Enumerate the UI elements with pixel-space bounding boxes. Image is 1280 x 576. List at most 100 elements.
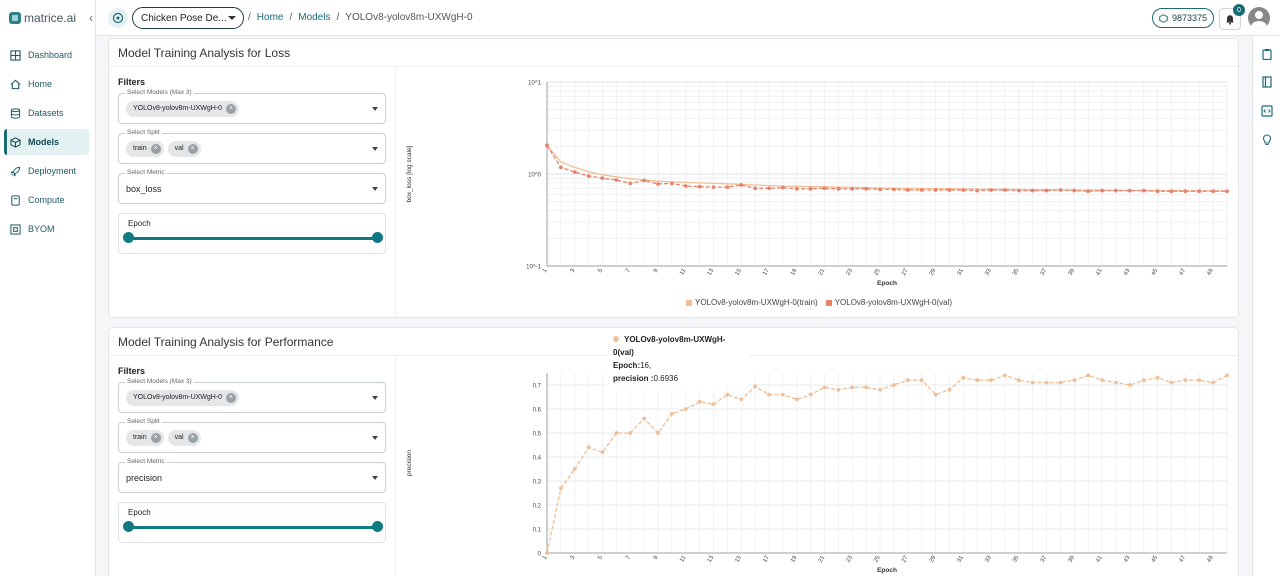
breadcrumb-current: YOLOv8-yolov8m-UXWgH-0 (345, 12, 473, 23)
project-select[interactable]: Chicken Pose De... (132, 7, 244, 29)
sidebar-item-home[interactable]: Home (4, 71, 89, 97)
sidebar-item-label: Models (28, 137, 60, 147)
lightbulb-icon[interactable] (1261, 134, 1273, 146)
legend-item-val[interactable]: YOLOv8-yolov8m-UXWgH-0(val) (825, 298, 952, 307)
epoch-slider-max-thumb[interactable] (372, 232, 383, 243)
epoch-slider-min-thumb[interactable] (123, 232, 134, 243)
x-tick-label: 45 (1151, 554, 1160, 563)
data-point (1058, 380, 1063, 385)
credits-icon (1159, 13, 1168, 23)
y-tick-label: 0.5 (533, 432, 542, 438)
x-tick-label: 7 (625, 554, 632, 560)
legend-item-train[interactable]: YOLOv8-yolov8m-UXWgH-0(train) (686, 298, 818, 307)
remove-chip-icon[interactable]: × (150, 143, 161, 154)
remove-chip-icon[interactable]: × (187, 432, 198, 443)
tooltip-epoch-label: Epoch: (613, 361, 641, 370)
data-point (933, 188, 938, 192)
remove-chip-icon[interactable]: × (187, 143, 198, 154)
select-split-field[interactable]: Select Split train × val × (118, 418, 386, 453)
brand-name: matrice.ai (24, 11, 77, 25)
collapse-sidebar-icon[interactable]: ‹ (89, 11, 94, 25)
chip-label: val (174, 434, 184, 441)
data-point (989, 378, 993, 383)
sidebar-item-label: Deployment (28, 166, 77, 176)
x-tick-label: 31 (957, 267, 966, 276)
tooltip-series: YOLOv8-yolov8m-UXWgH-0(val) (613, 333, 743, 359)
data-point (753, 384, 758, 389)
epoch-slider-track[interactable] (128, 237, 377, 240)
x-tick-label: 13 (707, 267, 716, 276)
breadcrumb-models[interactable]: Models (298, 12, 331, 23)
data-point (1127, 383, 1132, 387)
x-tick-label: 21 (818, 267, 827, 276)
remove-chip-icon[interactable]: × (150, 432, 161, 443)
sidebar-item-dashboard[interactable]: Dashboard (4, 42, 89, 68)
sidebar-item-byom[interactable]: BYOM (4, 216, 89, 242)
split-chip-train: train × (126, 140, 164, 157)
select-split-field[interactable]: Select Split train × val × (118, 129, 386, 164)
x-tick-label: 13 (707, 554, 716, 563)
data-point (975, 378, 980, 383)
breadcrumb-home[interactable]: Home (256, 12, 284, 23)
user-avatar[interactable] (1248, 7, 1270, 29)
epoch-slider-max-thumb[interactable] (372, 521, 383, 532)
x-tick-label: 23 (845, 267, 854, 276)
matrice-logo-icon (9, 12, 21, 24)
code-icon[interactable] (1261, 105, 1273, 117)
data-point (669, 181, 674, 186)
data-point (1003, 373, 1007, 378)
data-point (725, 392, 730, 397)
credits-value: 9873375 (1171, 13, 1208, 23)
data-point (1225, 189, 1229, 194)
x-tick-label: 27 (901, 554, 910, 563)
credits-badge[interactable]: 9873375 (1152, 8, 1214, 28)
select-models-field[interactable]: Select Models (Max 3) YOLOv8-yolov8m-UXW… (118, 378, 386, 413)
breadcrumb: / Home / Models / YOLOv8-yolov8m-UXWgH-0 (248, 12, 473, 23)
x-tick-label: 25 (873, 267, 882, 276)
remove-chip-icon[interactable]: × (226, 103, 237, 114)
loss-analysis-panel: Model Training Analysis for Loss Filters… (108, 38, 1239, 318)
data-point (947, 387, 952, 392)
sidebar-item-compute[interactable]: Compute (4, 187, 89, 213)
x-tick-label: 11 (679, 554, 688, 563)
data-point (1211, 189, 1216, 194)
loss-chart: 10^110^010^-11 3 5 7 9 11 13 15 17 19 21 23 25 27 29 31… (406, 81, 1229, 287)
epoch-label: Epoch (128, 508, 151, 517)
data-point (1225, 373, 1229, 378)
data-point (711, 185, 716, 190)
x-tick-label: 19 (790, 554, 799, 563)
y-axis-label: box_loss [log scale] (406, 145, 413, 202)
field-label: Select Models (Max 3) (125, 89, 194, 96)
remove-chip-icon[interactable]: × (226, 392, 237, 403)
home-icon (10, 79, 21, 90)
data-point (822, 186, 827, 191)
metric-value: precision (126, 472, 163, 483)
chevron-down-icon (372, 147, 378, 151)
select-models-field[interactable]: Select Models (Max 3) YOLOv8-yolov8m-UXW… (118, 89, 386, 124)
legend-swatch (686, 299, 692, 306)
x-tick-label: 37 (1040, 554, 1049, 563)
x-tick-label: 25 (873, 554, 882, 563)
select-metric-field[interactable]: Select Metric precision (118, 458, 386, 493)
data-point (1141, 188, 1146, 193)
clipboard-icon[interactable] (1261, 48, 1273, 61)
sidebar-item-models[interactable]: Models (4, 129, 89, 155)
sidebar-item-deployment[interactable]: Deployment (4, 158, 89, 184)
field-label: Select Split (125, 418, 162, 425)
y-tick-label: 10^0 (528, 173, 541, 179)
epoch-slider-track[interactable] (128, 526, 377, 529)
book-icon[interactable] (1261, 76, 1273, 88)
data-point (628, 181, 633, 186)
epoch-slider-min-thumb[interactable] (123, 521, 134, 532)
data-point (919, 378, 924, 383)
sidebar-item-datasets[interactable]: Datasets (4, 100, 89, 126)
data-point (1044, 188, 1049, 193)
data-point (1169, 189, 1174, 194)
sidebar-item-label: Home (28, 79, 53, 89)
split-chip-val: val × (167, 429, 201, 446)
data-point (1072, 378, 1077, 383)
notifications-button[interactable]: 0 (1219, 4, 1245, 30)
data-point (1155, 189, 1160, 194)
y-axis-label: precision (406, 450, 413, 476)
select-metric-field[interactable]: Select Metric box_loss (118, 169, 386, 204)
